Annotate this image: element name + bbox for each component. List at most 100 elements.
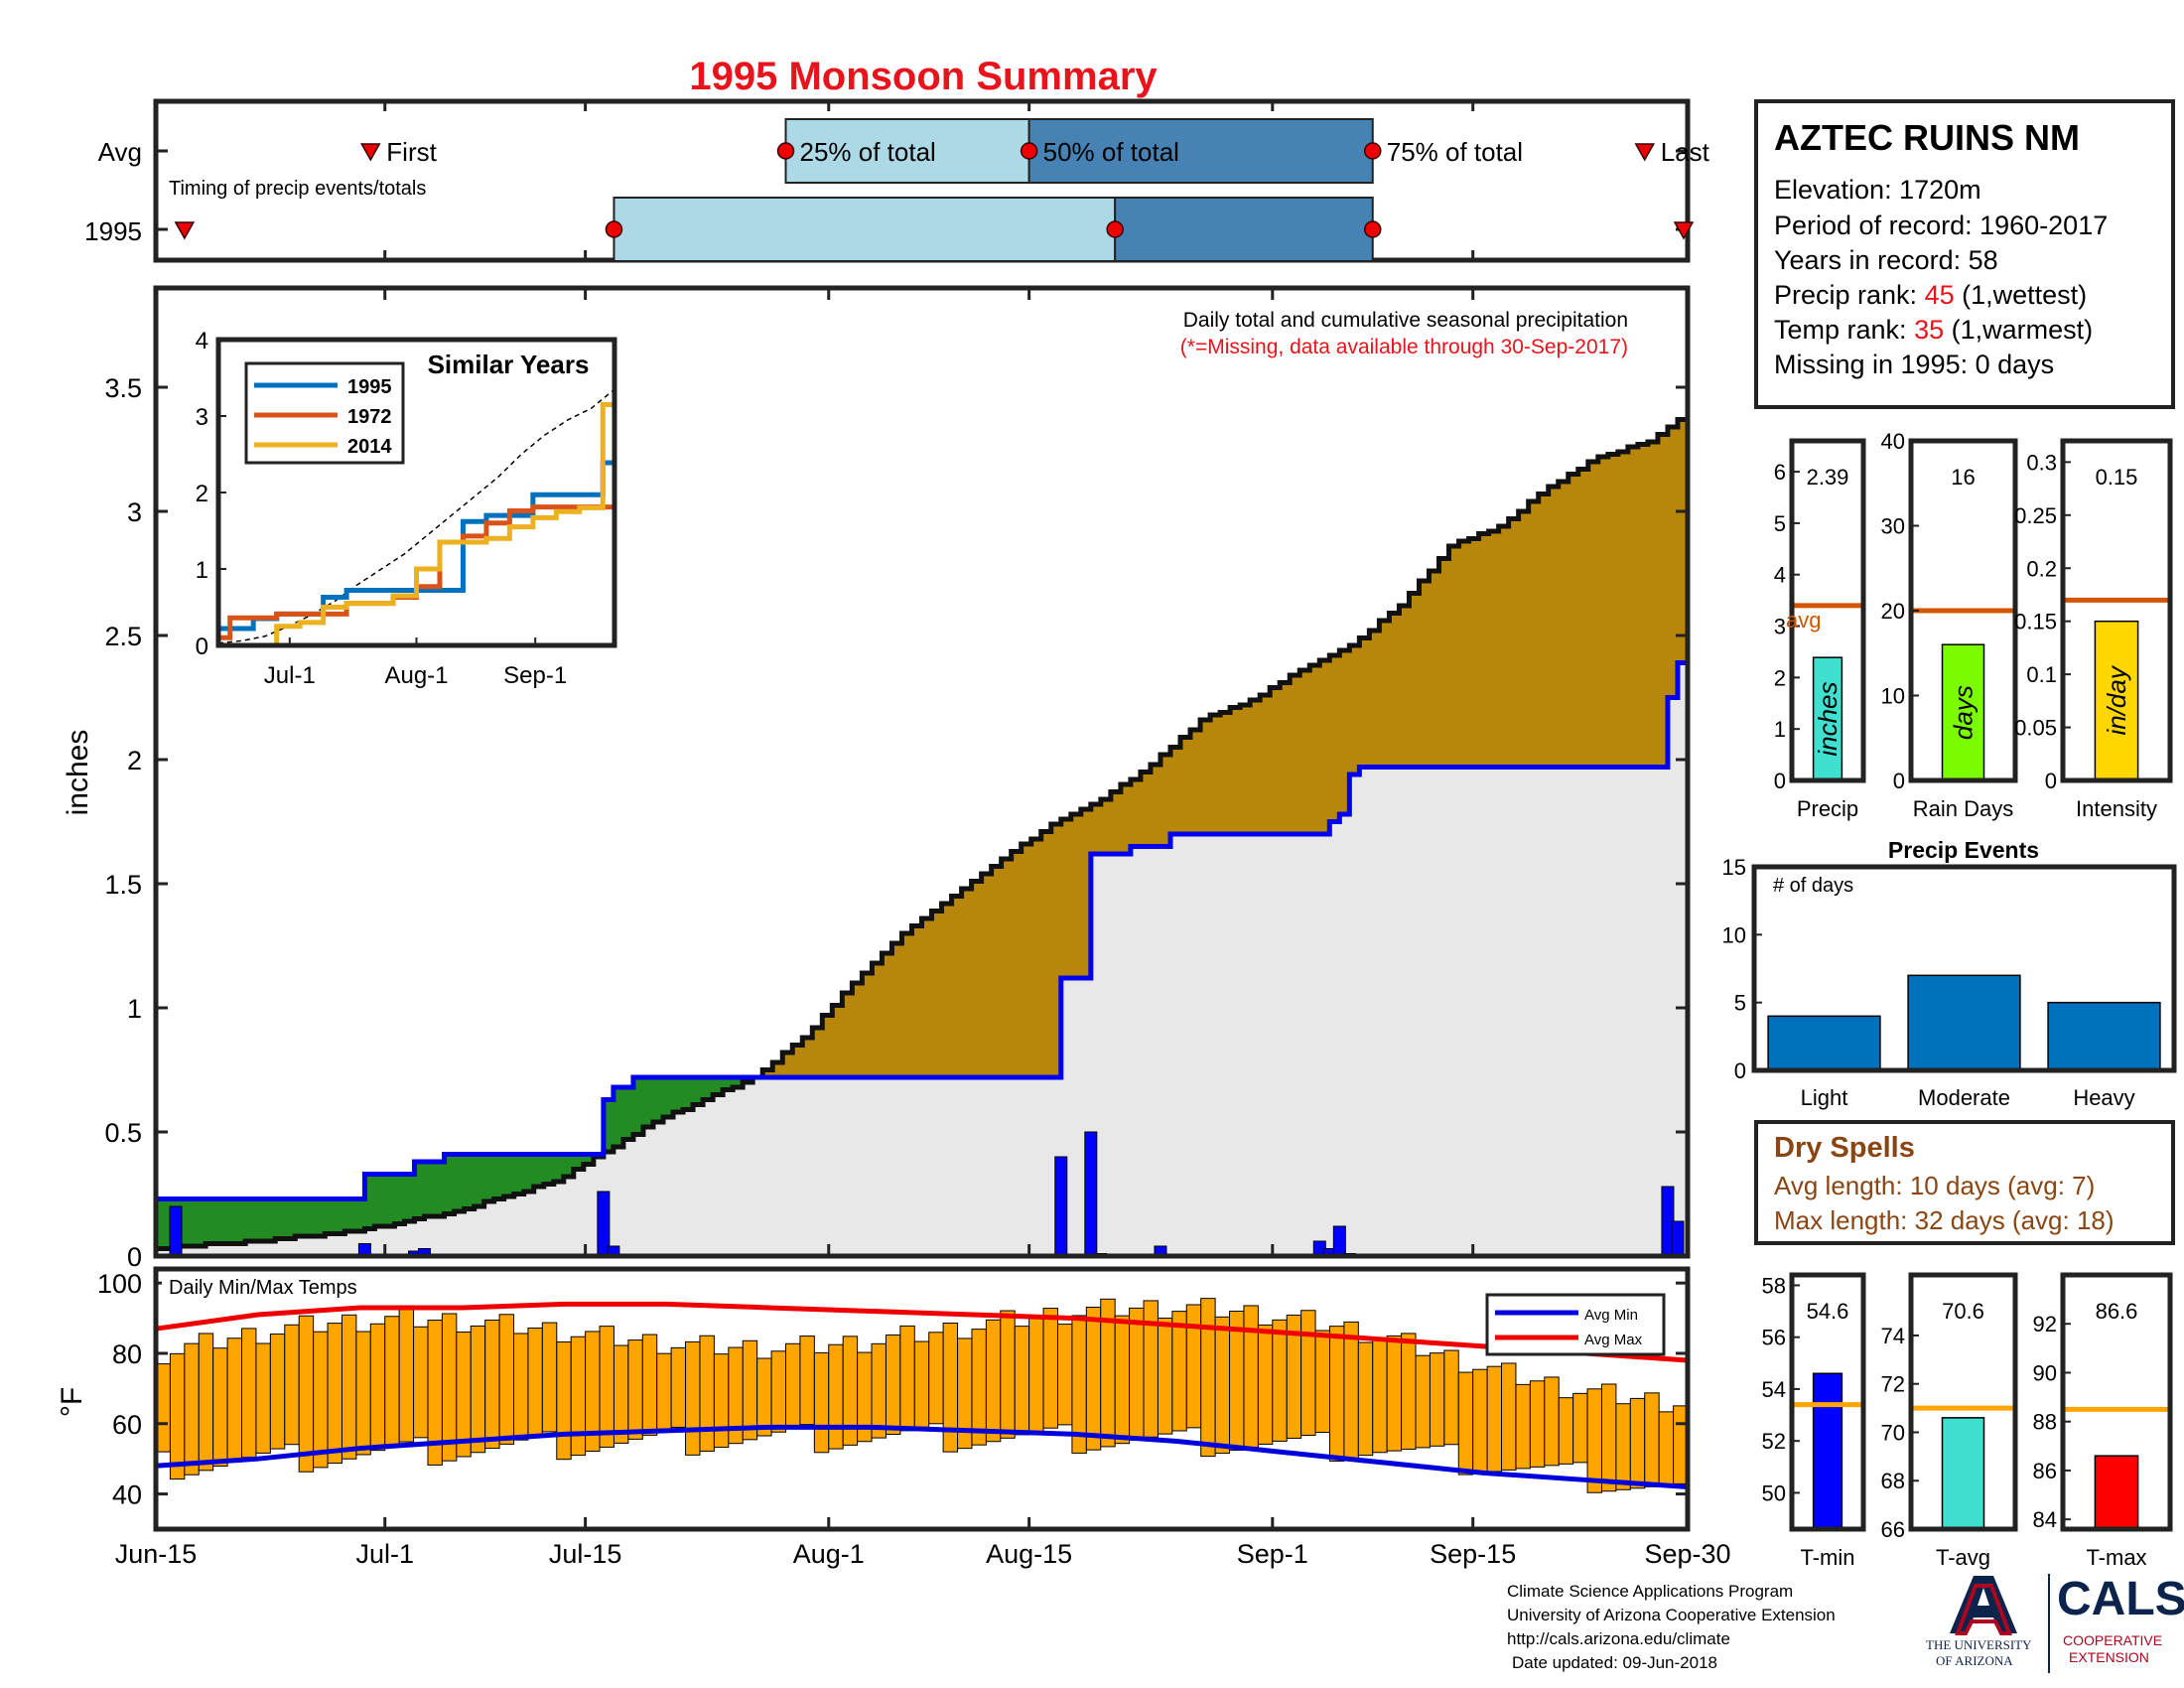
daily-precip-bar	[169, 1205, 183, 1257]
precip-event-bar-light	[1767, 1015, 1881, 1071]
below-average-fill	[921, 918, 933, 1077]
daily-precip-bar	[1084, 1131, 1098, 1257]
above-average-fill	[424, 1162, 436, 1216]
above-average-fill	[255, 1198, 266, 1241]
above-average-fill	[583, 1154, 595, 1165]
below-average-fill	[1349, 645, 1360, 774]
below-average-fill	[1080, 809, 1092, 978]
rain-days-panel-tick-label: 30	[1881, 514, 1905, 539]
temp-y-tick-label: 80	[112, 1339, 142, 1369]
daily-temp-bar	[828, 1343, 844, 1450]
inset-y-tick-label: 4	[196, 328, 208, 354]
daily-temp-bar	[756, 1357, 772, 1437]
tavg-panel-tick-label: 72	[1881, 1372, 1905, 1397]
main-y-tick-label: 2.5	[104, 622, 142, 651]
temp-legend-box	[1485, 1293, 1666, 1356]
daily-temp-bar	[313, 1331, 329, 1469]
tavg-panel-tick-label: 68	[1881, 1469, 1905, 1493]
above-average-fill	[683, 1077, 694, 1110]
daily-temp-bar	[985, 1319, 1002, 1443]
below-average-fill	[1458, 541, 1470, 768]
ua-logo-line1: THE UNIVERSITY	[1926, 1637, 2032, 1652]
below-average-fill	[1607, 454, 1619, 768]
below-average-fill	[981, 874, 993, 1077]
daily-temp-bar	[1014, 1326, 1030, 1436]
below-average-fill	[1260, 695, 1271, 834]
daily-temp-bar	[241, 1328, 257, 1459]
daily-temp-bar	[1457, 1371, 1474, 1476]
main-y-tick-label: 0	[127, 1242, 142, 1272]
inset-y-tick-label: 1	[196, 557, 208, 584]
daily-temp-bar	[799, 1336, 815, 1426]
daily-temp-bar	[1056, 1324, 1073, 1426]
intensity-panel-tick-label: 0.15	[2014, 610, 2057, 634]
precip-events-title: Precip Events	[1888, 837, 2039, 863]
tavg-panel-label: T-avg	[1936, 1545, 1990, 1570]
timing-p25-label: 25% of total	[800, 137, 936, 167]
station-missing: Missing in 1995: 0 days	[1774, 350, 2055, 379]
daily-temp-bar	[269, 1334, 286, 1450]
daily-temp-bar	[1300, 1310, 1316, 1436]
daily-precip-bar	[1332, 1225, 1346, 1257]
below-average-fill	[852, 983, 863, 1077]
intensity-panel-tick-label: 0.25	[2014, 503, 2057, 528]
x-axis-date-label: Jun-15	[115, 1539, 198, 1569]
daily-temp-bar	[1129, 1307, 1145, 1441]
precip-panel-value-label: 2.39	[1807, 465, 1849, 490]
rain-days-panel-tick-label: 40	[1881, 429, 1905, 454]
below-average-fill	[792, 1045, 803, 1077]
daily-temp-bar	[169, 1352, 186, 1480]
figure-title: 1995 Monsoon Summary	[689, 55, 1158, 98]
below-average-fill	[1150, 765, 1161, 847]
above-average-fill	[414, 1162, 426, 1219]
precip-panel-tick-label: 2	[1774, 665, 1786, 690]
below-average-fill	[1169, 747, 1181, 834]
daily-temp-bar	[527, 1327, 543, 1437]
below-average-fill	[1448, 546, 1460, 768]
daily-temp-bar	[498, 1314, 515, 1445]
above-average-fill	[652, 1077, 664, 1122]
below-average-fill	[842, 993, 853, 1077]
main-y-tick-label: 0.5	[104, 1118, 142, 1148]
x-axis-date-label: Sep-30	[1644, 1539, 1730, 1569]
daily-temp-bar	[1644, 1392, 1660, 1487]
below-average-fill	[1508, 518, 1520, 768]
below-average-fill	[1667, 427, 1679, 698]
daily-temp-bar	[327, 1323, 342, 1465]
above-average-fill	[325, 1198, 336, 1234]
station-info-box: AZTEC RUINS NM Elevation: 1720m Period o…	[1754, 99, 2175, 409]
below-average-fill	[1478, 533, 1490, 768]
below-average-fill	[1389, 613, 1401, 768]
rain-days-panel-value-label: 16	[1951, 465, 1975, 490]
tavg-panel-value-label: 70.6	[1942, 1299, 1984, 1324]
daily-temp-bar	[1257, 1324, 1274, 1445]
footer-url[interactable]: http://cals.arizona.edu/climate	[1507, 1629, 1730, 1648]
below-average-fill	[1498, 526, 1510, 768]
temp-rank-prefix: Temp rank:	[1774, 315, 1915, 345]
below-average-fill	[1409, 593, 1421, 768]
above-average-fill	[305, 1198, 316, 1236]
below-average-fill	[782, 1053, 793, 1077]
timing-percentile-marker	[776, 142, 795, 160]
daily-temp-bar	[212, 1347, 228, 1467]
above-average-fill	[553, 1154, 565, 1182]
main-plot-title: Daily total and cumulative seasonal prec…	[1183, 309, 1628, 332]
below-average-fill	[1120, 784, 1132, 854]
timing-percentile-marker	[605, 220, 623, 238]
below-average-fill	[1419, 581, 1431, 768]
below-average-fill	[1210, 715, 1221, 834]
main-y-tick-label: 2	[127, 746, 142, 775]
below-average-fill	[1339, 650, 1350, 814]
cals-logo-text: CALS	[2057, 1573, 2184, 1625]
tavg-panel-tick-label: 66	[1881, 1517, 1905, 1542]
daily-temp-bar	[1401, 1333, 1417, 1451]
daily-temp-bar	[456, 1332, 472, 1458]
main-y-tick-label: 3.5	[104, 373, 142, 403]
inset-average-line	[217, 388, 615, 644]
below-average-fill	[1250, 700, 1261, 834]
daily-temp-bar	[1157, 1318, 1173, 1435]
below-average-fill	[1587, 462, 1599, 768]
below-average-fill	[1200, 720, 1211, 834]
precip-events-tick-label: 15	[1722, 855, 1746, 880]
above-average-fill	[225, 1198, 236, 1244]
